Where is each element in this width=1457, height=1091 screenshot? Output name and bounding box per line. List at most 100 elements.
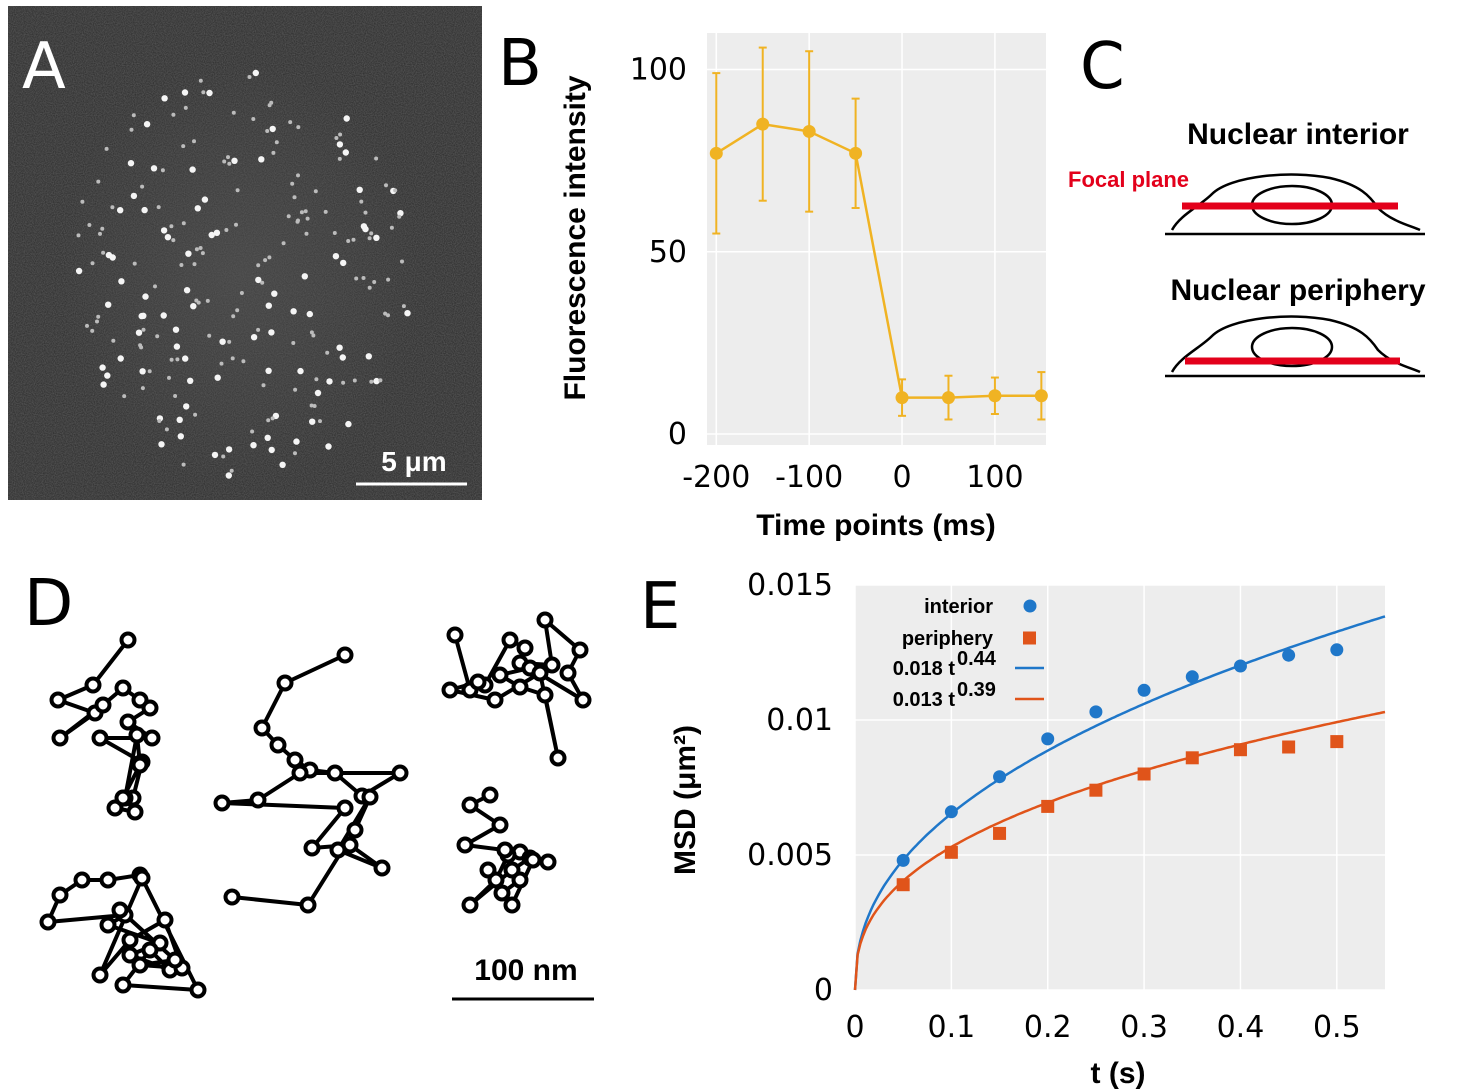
trajectory-point [361,788,379,806]
fluorescent-spot [341,380,346,385]
trajectory-point [114,976,132,994]
trajectory-point [141,941,159,959]
trajectory-point [126,803,144,821]
fluorescent-spot [393,188,398,193]
trajectory-point [39,913,57,931]
fluorescent-spot [271,290,278,297]
trajectory-point [536,611,554,629]
fluorescent-spot [404,310,411,317]
fluorescent-spot [258,156,265,163]
fluorescent-spot [401,304,406,309]
panel-letter-e: E [640,570,680,644]
fluorescent-spot [367,285,372,290]
fluorescent-spot [255,276,262,284]
fluorescent-spot [160,227,168,234]
fluorescent-spot [373,234,380,241]
trajectory-point [99,871,117,889]
fluorescent-spot [139,368,146,375]
trajectory-point [496,841,514,859]
fluorescent-spot [299,210,304,215]
legend-label-fit-exponent: 0.39 [957,679,996,701]
fluorescent-spot [193,412,198,417]
fluorescent-spot [201,90,206,95]
fluorescent-spot [247,75,252,79]
fluorescent-spot [169,357,174,362]
trajectory-point [571,641,589,659]
fluorescent-spot [105,301,112,308]
fluorescent-spot [175,357,180,362]
fluorescent-spot [323,209,328,214]
fluorescent-spot [183,403,190,410]
fluorescent-spot [325,443,332,450]
fluorescent-spot [85,323,89,328]
cell-schematic-periphery [1165,315,1425,378]
chart-e-fit-curve [853,615,1386,991]
chart-b-ytick-label: 100 [630,52,687,87]
fluorescent-spot [140,184,145,189]
chart-e-xlabel: t (s) [1091,1057,1146,1090]
fluorescent-spot [296,125,301,130]
trajectory-point [446,626,464,644]
trajectory-point [73,871,91,889]
trajectory-point [501,631,519,649]
fluorescent-spot [222,159,227,164]
fluorescent-spot [96,314,101,319]
nuclear-periphery-title: Nuclear periphery [1170,274,1425,307]
fluorescent-spot [172,326,180,333]
fluorescent-spot [226,155,230,160]
fluorescent-spot [235,188,240,193]
focal-plane-label: Focal plane [1068,167,1189,192]
trajectory-point [119,713,137,731]
chart-e-legend: interior periphery 0.018 t 0.440.013 t 0.39 [893,596,1044,711]
fluorescent-spot [201,196,209,203]
chart-e-point-interior [944,805,958,819]
chart-e-point-periphery [944,845,958,859]
trajectory-point [531,664,549,682]
trajectory-point [461,896,479,914]
chart-b-point [756,117,770,131]
trajectory-point [114,679,132,697]
trajectory-point [543,656,561,674]
fluorescent-spot [311,333,316,338]
fluorescent-spot [161,95,168,102]
fluorescent-spot [313,189,318,194]
chart-b-point [941,391,955,405]
panel-letter-c: C [1080,30,1125,104]
fluorescent-spot [372,280,377,284]
fluorescent-spot [332,253,340,260]
fluorescent-spot [185,250,192,257]
legend-label-interior: interior [924,596,993,618]
fluorescent-spot [356,186,363,193]
fluorescent-spot [118,278,125,285]
chart-e-point-periphery [993,826,1007,840]
fluorescent-spot [235,308,240,313]
chart-e-ytick-label: 0.01 [766,703,833,738]
fluorescent-spot [192,262,197,267]
trajectory-point [128,726,146,744]
fluorescent-spot [211,451,219,459]
trajectory-point [276,674,294,692]
fluorescent-spot [252,69,259,77]
chart-e-point-interior [1282,648,1296,662]
trajectory-point [51,886,69,904]
trajectory-point [336,799,354,817]
fluorescent-spot [260,280,265,285]
chart-b-xtick-label: -100 [775,460,843,495]
fluorescent-spot [160,312,167,319]
chart-e-xtick-label: 0.3 [1120,1010,1168,1045]
fluorescent-spot [305,216,310,221]
trajectory-point [141,699,159,717]
legend-marker-interior [1023,599,1037,613]
trajectory-point [503,896,521,914]
fluorescent-spot [378,378,383,383]
chart-e-ytick-label: 0 [814,973,833,1008]
fluorescent-spot [214,374,221,381]
fluorescent-spot [373,377,380,385]
fluorescent-spot [169,224,174,229]
fluorescent-spot [337,156,342,161]
fluorescent-spot [130,192,138,200]
fluorescent-spot [229,468,234,473]
fluorescent-spot [397,214,402,219]
fluorescent-spot [173,394,178,398]
